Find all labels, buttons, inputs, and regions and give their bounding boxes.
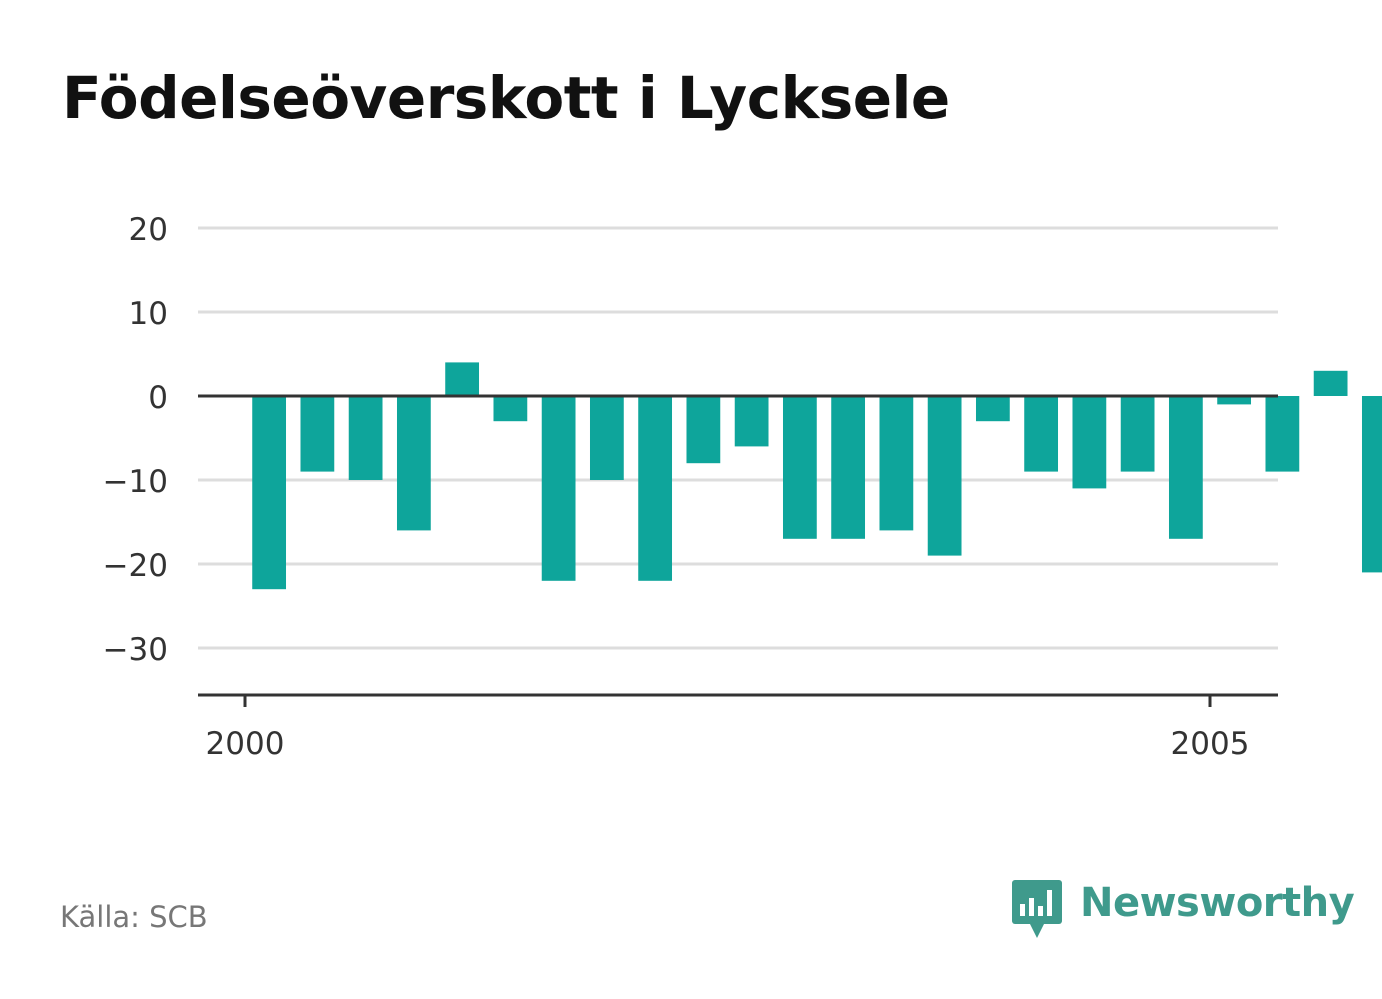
bar [782,396,817,539]
bar [1024,396,1059,472]
bar [831,396,866,539]
bar [975,396,1010,422]
bar [1313,370,1348,396]
bar [445,362,480,396]
x-tick-label: 2000 [206,726,285,762]
y-tick-label: 20 [129,212,168,248]
bar [1072,396,1107,489]
x-axis-ticks: 200020052010201520202025 [198,693,1278,762]
y-axis-ticks: 20 10 0 −10 −20 −30 [103,212,1278,668]
bar [300,396,335,472]
bar [638,396,673,581]
chart-title: Födelseöverskott i Lycksele [62,64,950,132]
bar [252,396,287,590]
bar [879,396,914,531]
bar [927,396,962,556]
bar [348,396,383,480]
source-label: Källa: SCB [60,900,208,934]
logo-text: Newsworthy [1080,880,1355,926]
y-tick-label: −10 [103,464,168,500]
y-tick-label: 10 [129,296,168,332]
x-tick-label: 2005 [1171,726,1250,762]
y-tick-label: 0 [148,380,168,416]
newsworthy-logo: Newsworthy [1010,878,1355,942]
bar [396,396,431,531]
bar [1361,396,1382,573]
bar [1217,396,1252,405]
y-tick-label: −20 [103,548,168,584]
y-tick-label: −30 [103,632,168,668]
bar [589,396,624,480]
bar [1120,396,1155,472]
bar-chart-speech-bubble-icon [1012,880,1062,938]
bar [1168,396,1203,539]
bar [541,396,576,581]
bar [1265,396,1300,472]
bar [493,396,528,422]
bars [252,362,1382,590]
bar [686,396,721,464]
bar [734,396,769,447]
